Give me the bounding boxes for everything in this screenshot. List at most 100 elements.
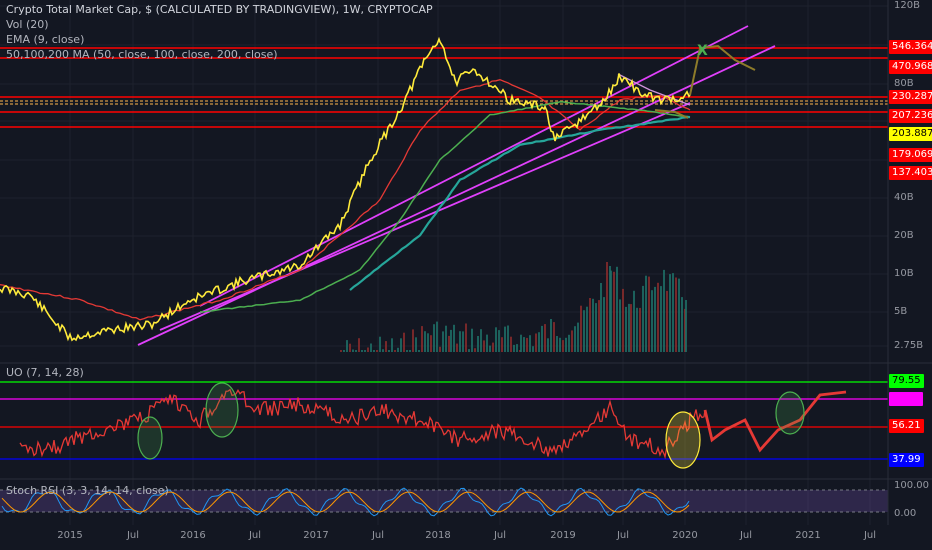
volume-bar [415, 337, 417, 352]
time-tick-label: 2018 [425, 530, 451, 541]
x-marker: X [697, 43, 708, 59]
volume-bar [492, 342, 494, 352]
time-tick-label: Jul [371, 530, 385, 541]
volume-bar [409, 350, 411, 352]
volume-bar [541, 325, 543, 352]
volume-bar [603, 297, 605, 352]
uo-projection [703, 390, 847, 453]
volume-bar [562, 340, 564, 352]
volume-bar [379, 336, 381, 352]
volume-bar [382, 349, 384, 352]
volume-bar [616, 266, 618, 352]
volume-bar [474, 348, 476, 352]
price-level-tag: 207.236B [889, 109, 932, 123]
price-tick-label: 10B [894, 268, 914, 279]
time-tick-label: 2016 [180, 530, 206, 541]
volume-bar [385, 341, 387, 352]
price-tick-label: 2.75B [894, 340, 924, 351]
volume-bar [580, 305, 582, 352]
volume-bar [526, 337, 528, 352]
volume-bar [346, 340, 348, 352]
volume-bar [532, 346, 534, 352]
volume-bar [343, 350, 345, 352]
volume-bar [448, 335, 450, 352]
price-level-tag: 230.287B [889, 90, 932, 104]
volume-bar [507, 325, 509, 352]
vol-legend[interactable]: Vol (20) [6, 18, 49, 31]
volume-bar [489, 345, 491, 352]
volume-bar [639, 307, 641, 352]
volume-bar [654, 286, 656, 352]
volume-bar [619, 299, 621, 352]
volume-bar [397, 347, 399, 352]
highlight-ellipse [775, 391, 805, 435]
time-tick-label: Jul [493, 530, 507, 541]
volume-bar [598, 300, 600, 352]
volume-bar [535, 333, 537, 352]
stoch-legend[interactable]: Stoch RSI (3, 3, 14, 14, close) [6, 484, 169, 497]
volume-bar [672, 273, 674, 352]
volume-bar [430, 335, 432, 352]
wedge-line [617, 73, 691, 106]
volume-bar [651, 290, 653, 352]
volume-bar [583, 310, 585, 352]
volume-bar [388, 350, 390, 352]
volume-bar [523, 337, 525, 352]
price-level-tag: 470.968B [889, 60, 932, 74]
volume-bar [424, 331, 426, 352]
volume-bar [462, 331, 464, 352]
volume-bar [394, 350, 396, 352]
volume-bar [589, 298, 591, 352]
volume-bar [412, 329, 414, 352]
volume-bar [498, 330, 500, 352]
uo-level-tag: 56.21 [889, 419, 924, 433]
volume-bar [547, 338, 549, 352]
time-tick-label: Jul [248, 530, 262, 541]
volume-bar [625, 306, 627, 352]
ema-legend[interactable]: EMA (9, close) [6, 33, 85, 46]
volume-bar [636, 307, 638, 352]
volume-bar [471, 328, 473, 352]
volume-bar [501, 337, 503, 352]
volume-bar [367, 347, 369, 352]
volume-bar [630, 304, 632, 352]
volume-bar [657, 282, 659, 352]
stoch-tick-label: 100.00 [894, 480, 929, 491]
volume-bar [391, 338, 393, 352]
volume-bar [550, 319, 552, 352]
stoch-tick-label: 0.00 [894, 508, 917, 519]
volume-bar [633, 290, 635, 352]
price-level-tag: 179.069B [889, 148, 932, 162]
volume-bar [370, 343, 372, 352]
volume-bars [340, 262, 687, 352]
volume-bar [565, 337, 567, 352]
time-tick-label: 2021 [795, 530, 821, 541]
pane-dividers [0, 0, 932, 525]
volume-bar [586, 306, 588, 352]
stoch-k-line [1, 487, 690, 517]
volume-bar [376, 350, 378, 352]
channel-line [137, 45, 776, 346]
volume-bar [450, 329, 452, 352]
volume-bar [421, 326, 423, 352]
volume-bar [358, 338, 360, 352]
volume-bar [520, 334, 522, 352]
volume-bar [592, 298, 594, 352]
volume-bar [486, 334, 488, 352]
volume-bar [465, 323, 467, 352]
ma-legend[interactable]: 50,100,200 MA (50, close, 100, close, 20… [6, 48, 278, 61]
volume-bar [427, 333, 429, 352]
highlight-ellipse [205, 382, 239, 438]
volume-bar [556, 336, 558, 352]
projection-line [689, 44, 756, 96]
volume-bar [600, 283, 602, 352]
volume-bar [349, 343, 351, 352]
volume-bar [513, 344, 515, 352]
volume-bar [571, 330, 573, 352]
volume-bar [559, 337, 561, 352]
highlight-ellipse [665, 411, 701, 469]
time-tick-label: Jul [616, 530, 630, 541]
volume-bar [400, 338, 402, 352]
uo-legend[interactable]: UO (7, 14, 28) [6, 366, 84, 379]
